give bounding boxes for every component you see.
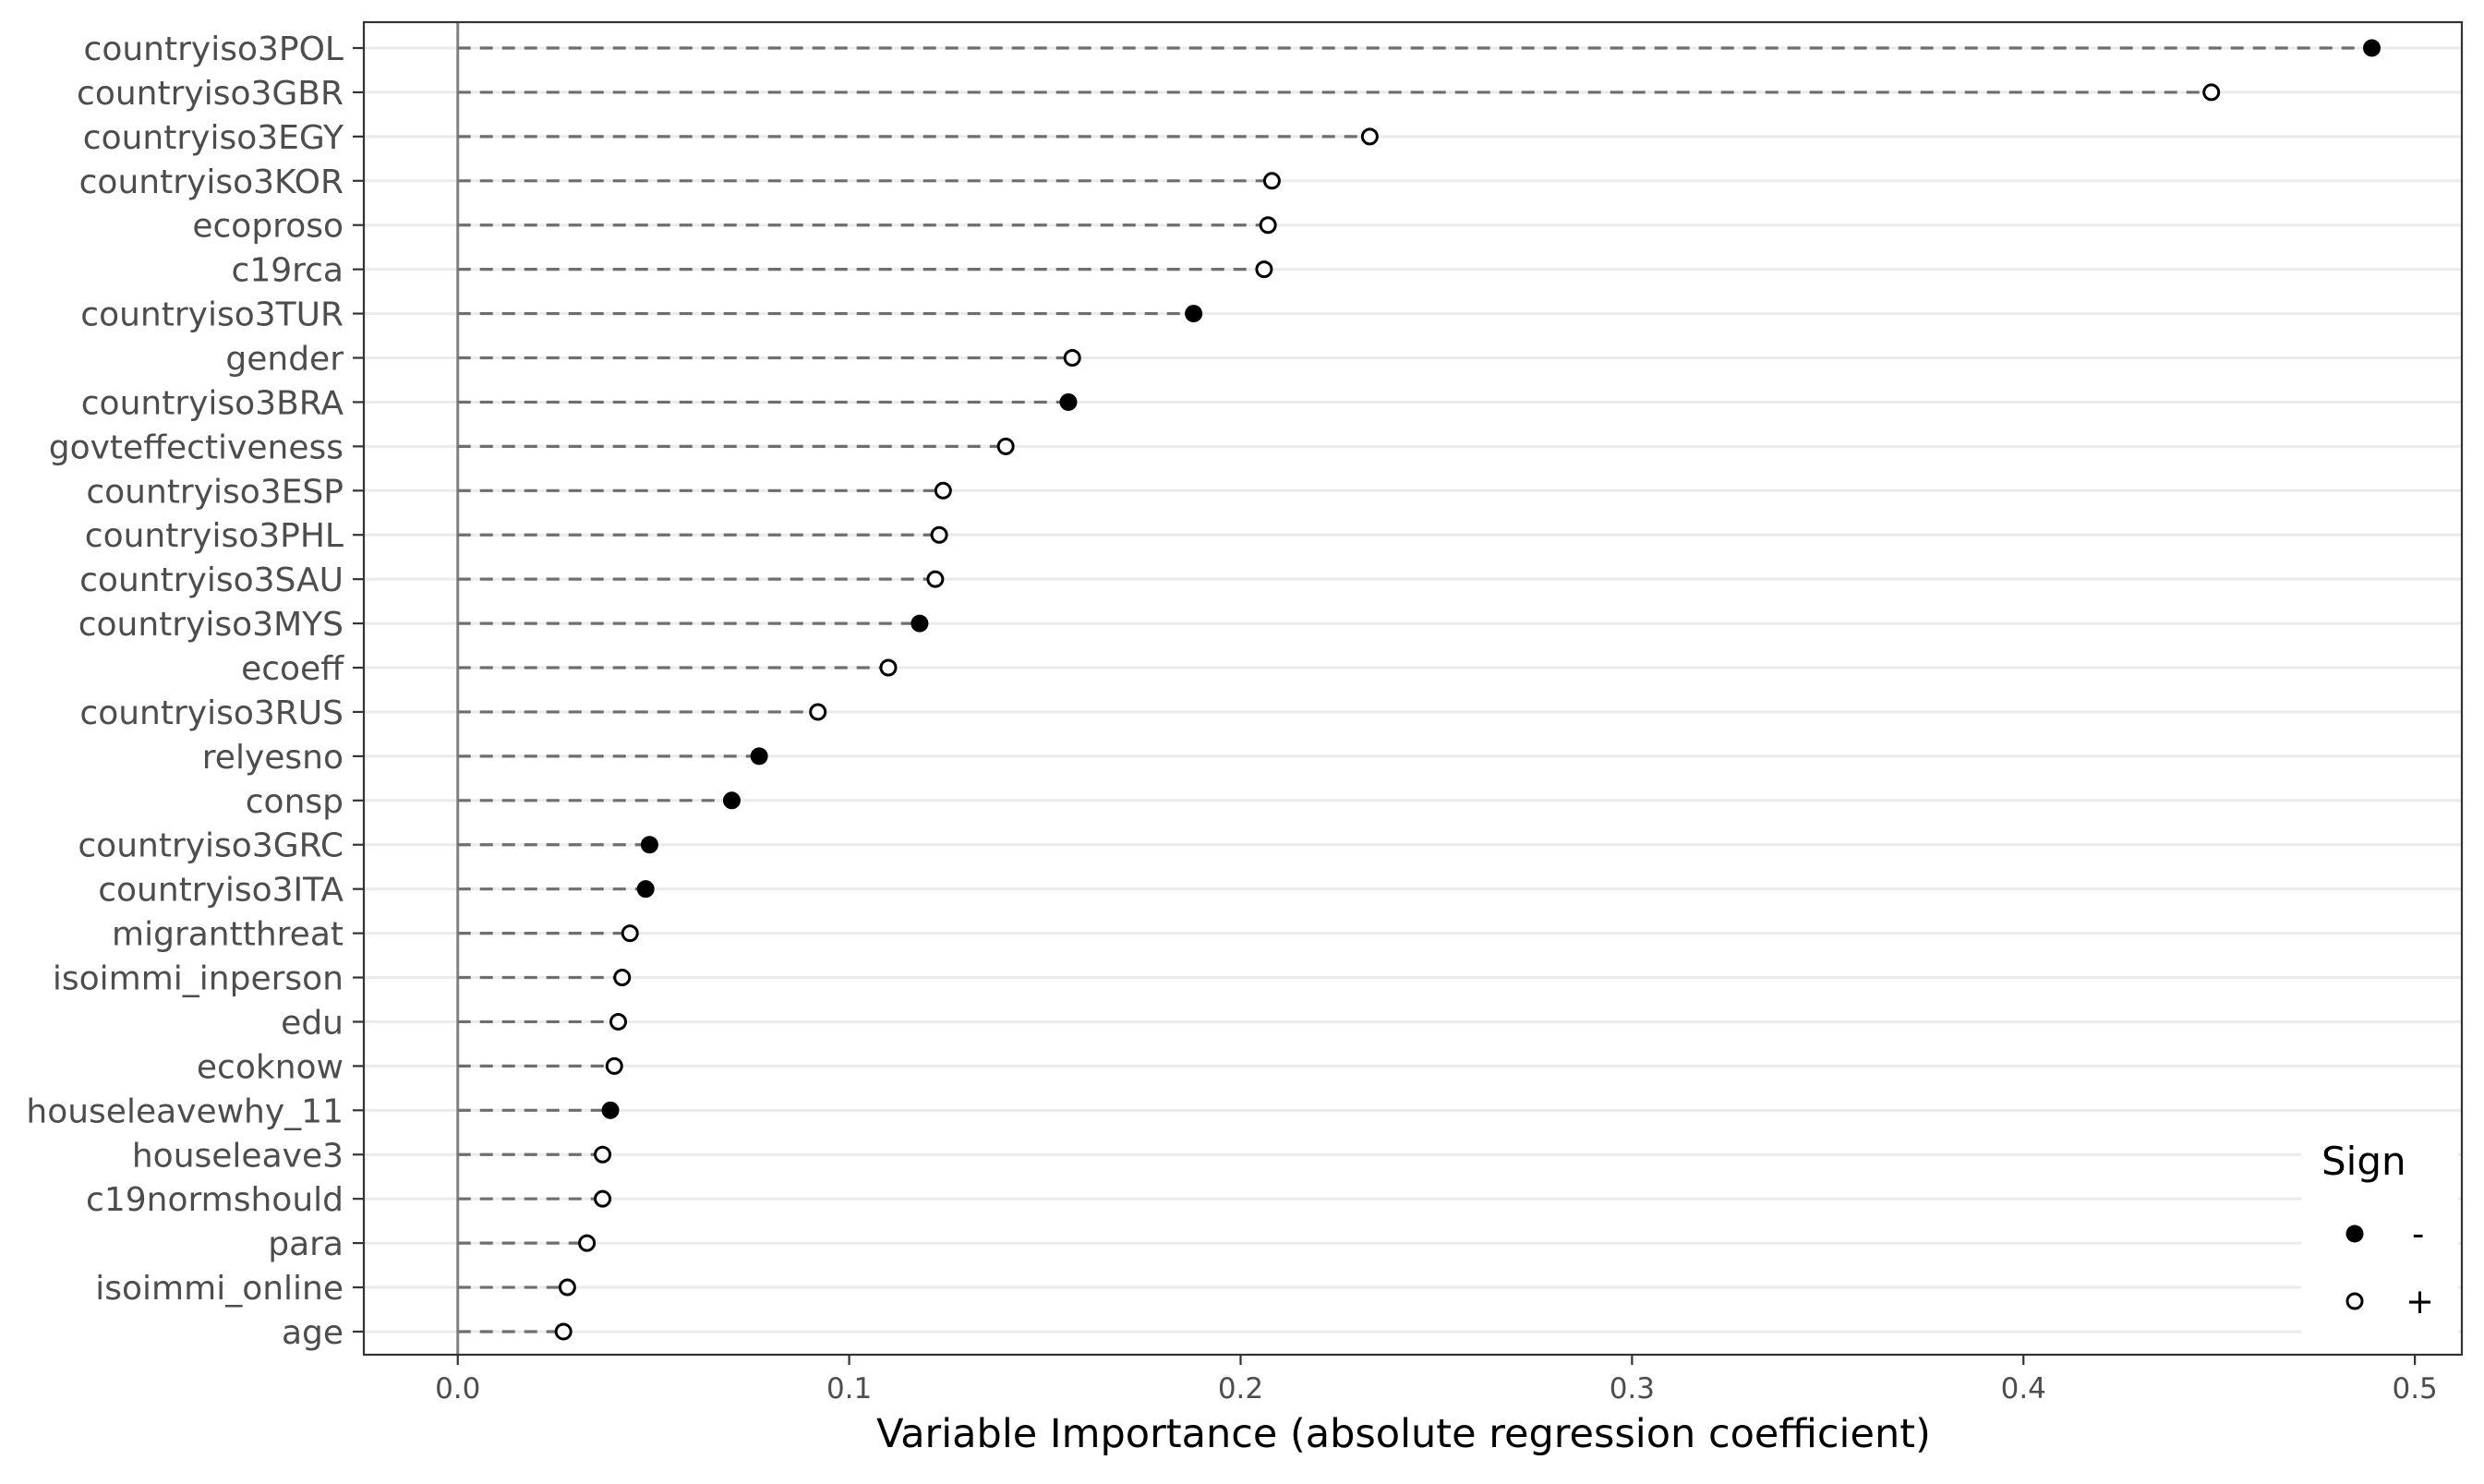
point-isoimmi_inperson [613, 969, 632, 987]
y-tick-label-houseleavewhy_11: houseleavewhy_11 [26, 1092, 344, 1130]
y-tick-label-ecoproso: ecoproso [192, 208, 344, 246]
x-tick-label-0.5: 0.5 [2392, 1372, 2437, 1406]
x-tick-label-0.2: 0.2 [1218, 1372, 1263, 1406]
point-countryiso3POL [2363, 39, 2382, 57]
point-countryiso3MYS [910, 614, 929, 633]
x-tick-label-0.3: 0.3 [1610, 1372, 1655, 1406]
y-tick-label-edu: edu [281, 1004, 344, 1042]
point-govteffectiveness [996, 437, 1015, 455]
legend-marker-negative [2345, 1225, 2364, 1243]
point-countryiso3EGY [1360, 127, 1379, 146]
point-countryiso3TUR [1185, 305, 1203, 323]
y-tick-label-countryiso3ESP: countryiso3ESP [86, 473, 344, 511]
y-tick-label-countryiso3MYS: countryiso3MYS [78, 606, 344, 644]
point-para [578, 1234, 597, 1252]
y-tick-label-countryiso3EGY: countryiso3EGY [83, 119, 344, 157]
y-tick-label-relyesno: relyesno [202, 739, 344, 777]
y-tick-label-houseleave3: houseleave3 [132, 1137, 344, 1175]
point-age [554, 1322, 573, 1341]
point-gender [1063, 349, 1081, 368]
x-axis-ticks: 0.0 0.1 0.2 0.3 0.4 0.5 [435, 1355, 2438, 1406]
legend-marker-positive [2345, 1292, 2364, 1310]
point-c19normshould [594, 1189, 612, 1208]
point-consp [722, 791, 741, 810]
x-tick-label-0.0: 0.0 [435, 1372, 480, 1406]
y-tick-label-countryiso3POL: countryiso3POL [84, 30, 344, 68]
point-ecoproso [1259, 216, 1277, 235]
point-countryiso3ITA [636, 880, 655, 899]
y-tick-label-countryiso3RUS: countryiso3RUS [79, 694, 344, 732]
y-tick-label-c19rca: c19rca [232, 252, 344, 290]
point-c19rca [1255, 260, 1273, 279]
point-isoimmi_online [558, 1278, 576, 1297]
y-tick-label-age: age [282, 1314, 344, 1352]
y-tick-label-countryiso3GRC: countryiso3GRC [78, 827, 344, 865]
x-axis-title: Variable Importance (absolute regression… [876, 1411, 1931, 1457]
y-tick-label-para: para [268, 1225, 344, 1263]
point-ecoknow [605, 1056, 623, 1075]
y-axis-ticks: countryiso3POL countryiso3GBR countryiso3E… [26, 30, 364, 1352]
y-tick-label-countryiso3SAU: countryiso3SAU [79, 561, 344, 599]
y-tick-label-gender: gender [225, 341, 344, 379]
point-countryiso3KOR [1262, 172, 1281, 190]
point-ecoeff [879, 658, 898, 677]
point-countryiso3RUS [809, 703, 827, 721]
legend-background [2301, 1127, 2458, 1348]
legend-label-negative: - [2412, 1214, 2424, 1254]
legend-box [2301, 1127, 2458, 1348]
y-tick-label-countryiso3BRA: countryiso3BRA [81, 384, 344, 422]
y-tick-label-countryiso3GBR: countryiso3GBR [77, 75, 344, 113]
point-countryiso3ESP [934, 481, 952, 500]
x-tick-label-0.1: 0.1 [826, 1372, 872, 1406]
point-edu [609, 1012, 628, 1031]
point-migrantthreat [621, 924, 639, 943]
x-tick-label-0.4: 0.4 [2001, 1372, 2046, 1406]
y-tick-label-countryiso3TUR: countryiso3TUR [80, 296, 344, 334]
point-houseleavewhy_11 [601, 1101, 620, 1119]
point-countryiso3GRC [640, 836, 658, 854]
point-countryiso3GBR [2202, 83, 2221, 102]
legend-title: Sign [2321, 1139, 2406, 1184]
point-countryiso3SAU [926, 570, 945, 588]
point-countryiso3PHL [930, 525, 948, 544]
legend: Sign - + [2321, 1139, 2434, 1321]
y-tick-label-consp: consp [246, 783, 344, 821]
y-tick-label-ecoknow: ecoknow [197, 1048, 344, 1086]
legend-label-positive: + [2406, 1282, 2434, 1321]
y-tick-label-govteffectiveness: govteffectiveness [49, 428, 344, 466]
point-relyesno [750, 747, 768, 766]
y-tick-label-countryiso3ITA: countryiso3ITA [98, 872, 344, 910]
y-tick-label-ecoeff: ecoeff [241, 650, 344, 688]
y-tick-label-countryiso3PHL: countryiso3PHL [85, 517, 344, 555]
y-tick-label-c19normshould: c19normshould [86, 1181, 344, 1219]
y-tick-label-isoimmi_inperson: isoimmi_inperson [53, 960, 344, 998]
point-houseleave3 [594, 1145, 612, 1164]
dashed-segments [457, 46, 2372, 1333]
y-tick-label-isoimmi_online: isoimmi_online [95, 1270, 344, 1308]
y-tick-label-migrantthreat: migrantthreat [112, 916, 344, 954]
y-tick-label-countryiso3KOR: countryiso3KOR [79, 163, 344, 201]
panel-border [362, 20, 2464, 1357]
data-points [554, 39, 2382, 1341]
point-countryiso3BRA [1059, 392, 1078, 411]
